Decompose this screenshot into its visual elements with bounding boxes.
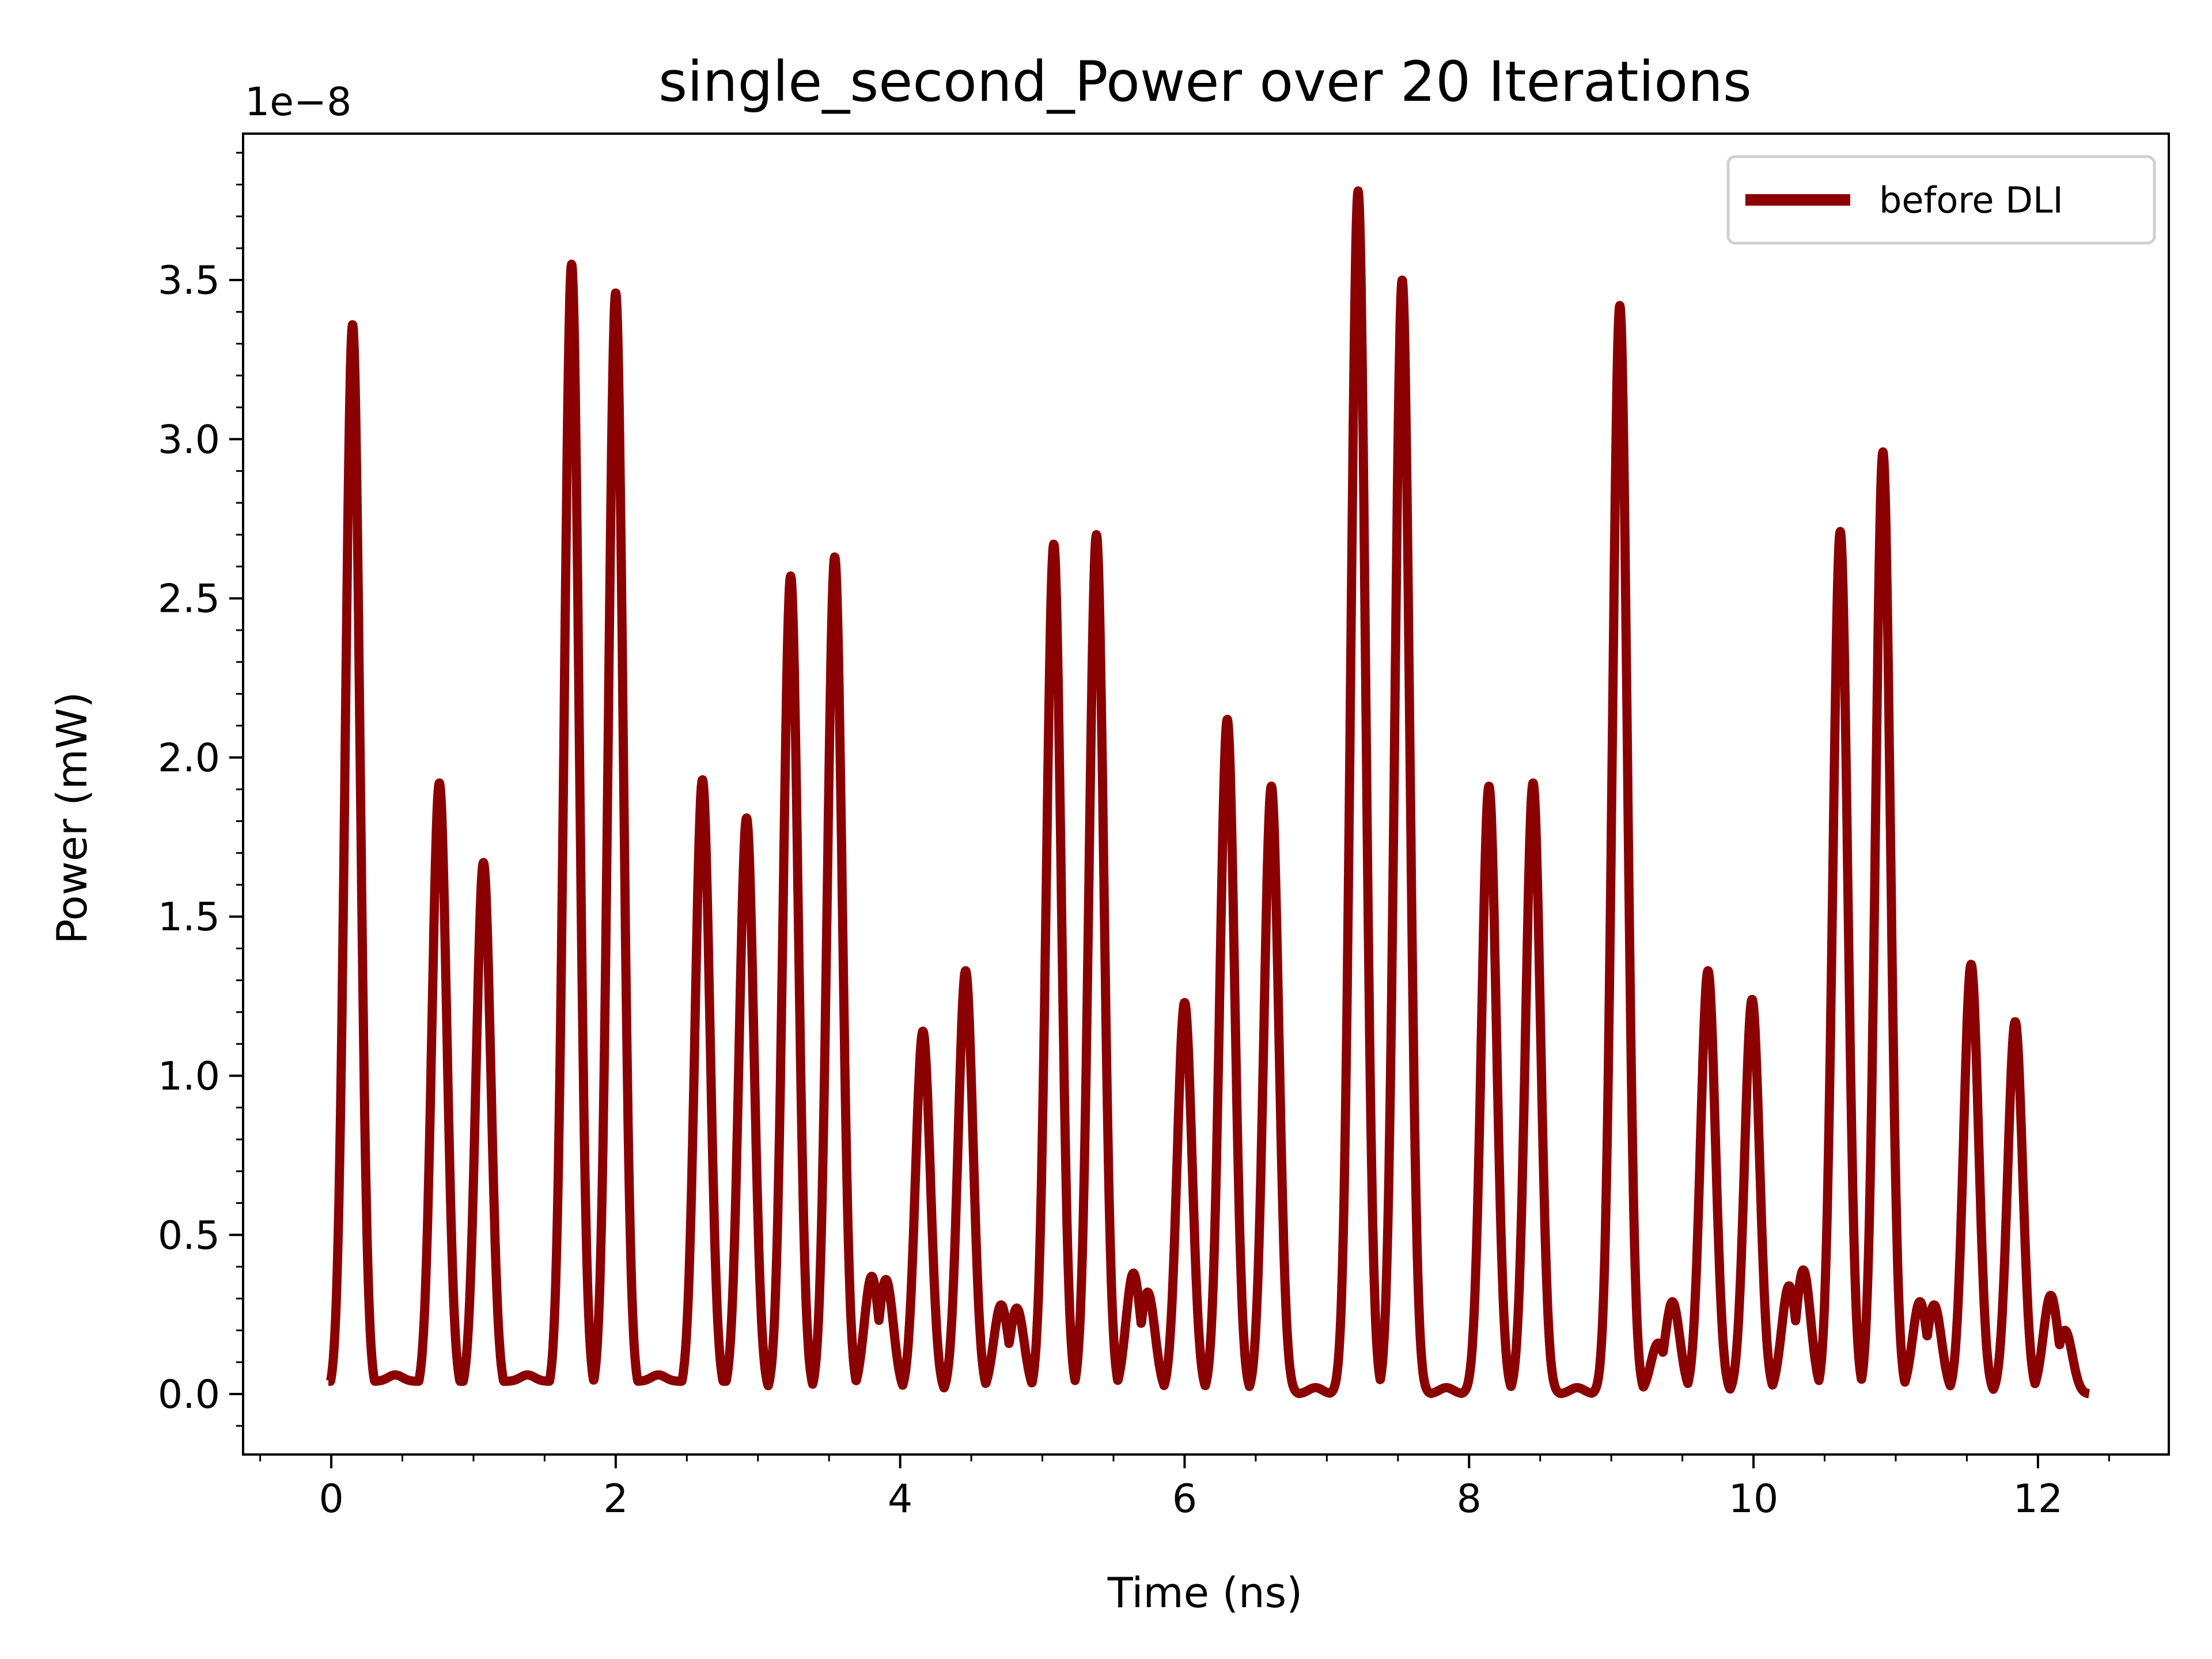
x-tick-label: 4 — [888, 1476, 912, 1522]
legend-box — [1726, 155, 2156, 245]
y-tick-label: 1.0 — [158, 1054, 220, 1099]
y-tick-label: 0.0 — [158, 1372, 220, 1418]
y-tick-label: 1.5 — [158, 895, 220, 940]
chart-title: single_second_Power over 20 Iterations — [658, 50, 1752, 114]
plot-frame — [242, 132, 2170, 1456]
x-tick-label: 6 — [1172, 1476, 1197, 1522]
x-tick-label: 8 — [1457, 1476, 1482, 1522]
legend-label-before-dli: before DLI — [1879, 179, 2063, 221]
x-tick-label: 0 — [319, 1476, 343, 1522]
legend: before DLI — [1726, 155, 2156, 245]
x-tick-label: 12 — [2013, 1476, 2063, 1522]
y-tick-label: 2.0 — [158, 736, 220, 781]
x-axis-label: Time (ns) — [1107, 1569, 1302, 1617]
y-tick-label: 3.0 — [158, 417, 220, 463]
plot-area: 0 2 4 6 8 10 12 0.0 0.5 1.0 1.5 2.0 2.5 3.0 3.5 — [158, 132, 2170, 1522]
series-line-before-dli — [324, 186, 2094, 1399]
x-tick-label: 2 — [603, 1476, 628, 1522]
y-axis-label: Power (mW) — [48, 692, 96, 944]
y-tick-label: 0.5 — [158, 1213, 220, 1259]
y-tick-label: 2.5 — [158, 577, 220, 622]
y-tick-label: 3.5 — [158, 258, 220, 304]
x-tick-label: 10 — [1729, 1476, 1779, 1522]
y-offset-label: 1e−8 — [245, 79, 351, 125]
